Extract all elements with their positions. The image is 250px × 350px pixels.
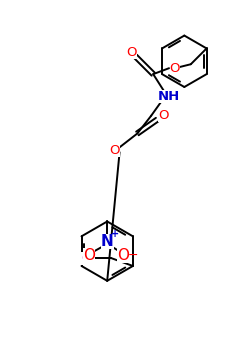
Text: N: N	[101, 234, 114, 249]
Text: O: O	[110, 144, 120, 157]
Text: NH: NH	[158, 90, 180, 103]
Text: O: O	[126, 46, 137, 59]
Text: O: O	[170, 62, 180, 75]
Text: Cl: Cl	[81, 252, 94, 265]
Text: −: −	[128, 248, 138, 261]
Text: O: O	[84, 247, 96, 262]
Text: +: +	[111, 229, 119, 239]
Text: O: O	[117, 247, 129, 262]
Text: O: O	[158, 109, 168, 122]
